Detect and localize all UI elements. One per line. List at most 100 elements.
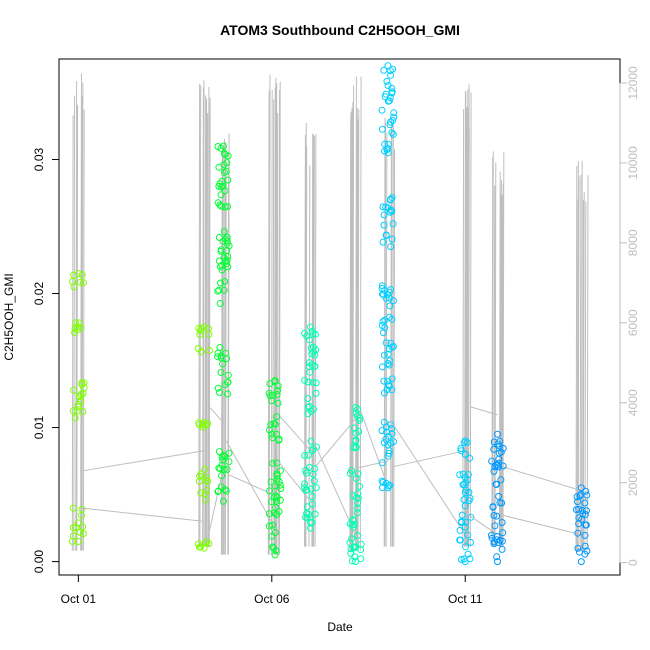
data-point xyxy=(573,493,581,501)
altitude-transit xyxy=(315,418,357,468)
data-point xyxy=(575,514,583,522)
data-point xyxy=(386,302,394,310)
data-point xyxy=(383,386,391,394)
data-point xyxy=(311,363,319,370)
data-point xyxy=(386,121,394,129)
data-point xyxy=(309,379,317,386)
data-point xyxy=(214,287,222,295)
data-point xyxy=(222,167,230,175)
data-point xyxy=(309,447,316,455)
data-point xyxy=(271,529,279,536)
y-right-tick-label: 12000 xyxy=(626,66,640,100)
data-point xyxy=(384,452,392,460)
data-point xyxy=(385,382,393,390)
data-point xyxy=(467,513,475,521)
data-point xyxy=(266,426,273,434)
data-point xyxy=(310,477,318,485)
data-point xyxy=(203,486,211,494)
data-point xyxy=(581,542,589,550)
data-point xyxy=(382,231,390,239)
data-point xyxy=(488,457,496,465)
data-point xyxy=(384,360,392,367)
data-point xyxy=(266,380,274,387)
data-point xyxy=(306,368,314,376)
data-point xyxy=(79,523,87,531)
data-point xyxy=(70,271,78,279)
data-point xyxy=(490,467,498,475)
data-point xyxy=(277,485,285,493)
data-point xyxy=(197,470,205,478)
data-point xyxy=(223,355,230,363)
data-point xyxy=(380,291,387,298)
data-point xyxy=(497,476,505,484)
data-point xyxy=(458,518,465,526)
data-point xyxy=(269,521,276,529)
data-point xyxy=(197,324,205,332)
x-tick-label: Oct 01 xyxy=(61,592,97,606)
data-point xyxy=(386,94,394,102)
data-point xyxy=(221,486,229,494)
altitude-transit xyxy=(392,450,466,468)
data-point xyxy=(380,439,388,447)
data-point xyxy=(202,477,210,484)
data-point xyxy=(380,211,388,219)
data-point xyxy=(578,507,586,514)
data-point xyxy=(303,514,311,522)
data-point xyxy=(220,149,228,157)
flight-group xyxy=(206,142,233,542)
data-point xyxy=(383,428,390,436)
data-point xyxy=(273,391,281,398)
data-point xyxy=(462,486,470,494)
data-point xyxy=(350,444,358,452)
y-tick-label: 0.01 xyxy=(32,416,46,440)
data-point xyxy=(490,438,498,446)
data-point xyxy=(69,407,77,415)
data-point xyxy=(221,452,229,460)
flight-group xyxy=(277,323,320,532)
data-point xyxy=(386,481,394,489)
data-point xyxy=(380,418,388,426)
data-point xyxy=(216,300,224,307)
data-point xyxy=(352,409,360,417)
data-point xyxy=(497,448,505,456)
altitude-flight xyxy=(315,76,362,551)
data-point xyxy=(386,208,394,216)
data-point xyxy=(77,278,84,286)
x-axis-label: Date xyxy=(327,620,353,634)
data-point xyxy=(311,465,319,473)
data-point xyxy=(313,443,320,451)
data-point xyxy=(265,510,273,518)
data-point xyxy=(218,472,226,480)
data-point xyxy=(379,203,387,211)
data-point xyxy=(347,550,355,557)
data-point xyxy=(220,228,228,235)
data-point xyxy=(201,465,209,473)
data-point xyxy=(272,430,280,438)
data-point xyxy=(354,470,362,478)
data-point xyxy=(387,243,395,251)
data-point xyxy=(357,546,365,554)
data-point xyxy=(223,466,231,473)
data-point xyxy=(77,397,85,405)
data-point xyxy=(379,329,387,337)
data-point xyxy=(384,145,392,152)
flight-link xyxy=(225,440,276,529)
data-point xyxy=(390,109,398,117)
data-point xyxy=(203,478,211,486)
data-point xyxy=(577,558,585,566)
data-point xyxy=(378,125,386,133)
data-point xyxy=(74,519,82,527)
data-point xyxy=(457,556,465,563)
altitude-transit xyxy=(83,450,205,472)
data-point xyxy=(350,523,357,531)
data-point xyxy=(69,524,77,532)
y-tick-label: 0.00 xyxy=(32,550,46,574)
y-right-tick-label: 10000 xyxy=(626,146,640,180)
data-point xyxy=(388,194,396,202)
data-point xyxy=(276,481,284,489)
data-point xyxy=(388,425,396,432)
data-point xyxy=(304,378,312,386)
altitude-transit xyxy=(502,466,582,492)
data-point xyxy=(312,379,320,387)
flight-link xyxy=(390,420,466,536)
